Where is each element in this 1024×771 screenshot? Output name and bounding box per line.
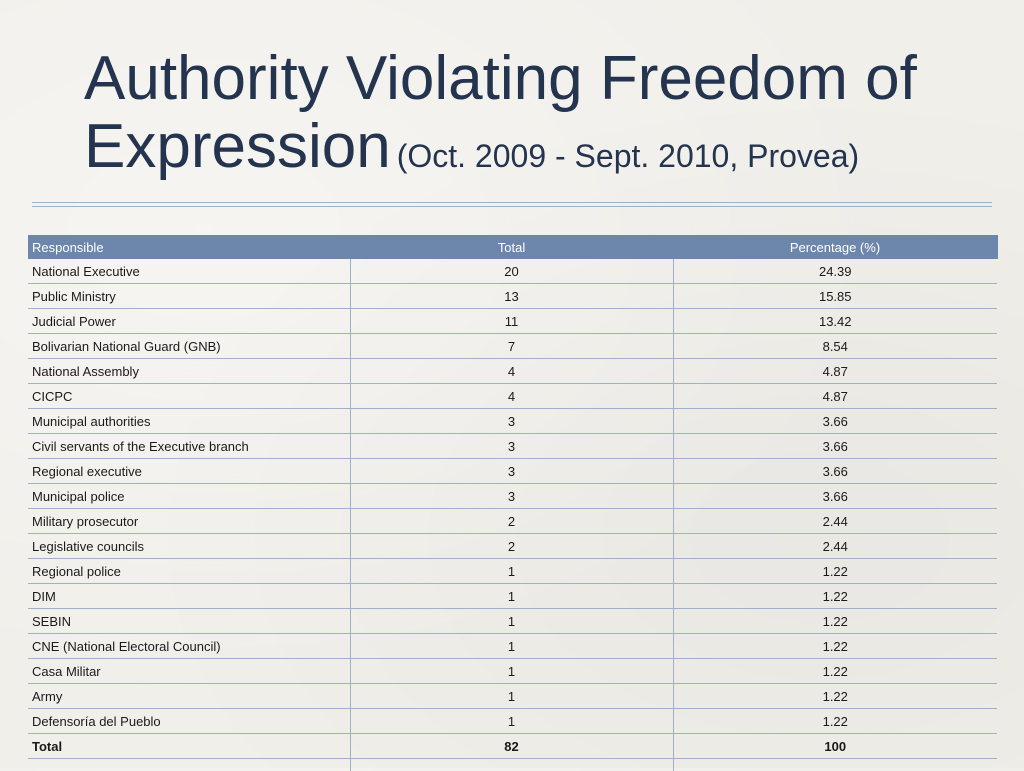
header-percentage: Percentage (%) bbox=[673, 235, 997, 259]
cell-percentage: 1.22 bbox=[673, 684, 997, 709]
cell-total: 1 bbox=[350, 634, 673, 659]
cell-total: 1 bbox=[350, 609, 673, 634]
title-divider-bottom bbox=[32, 206, 992, 207]
cell-total: 1 bbox=[350, 559, 673, 584]
cell-total: 11 bbox=[350, 309, 673, 334]
cell-total: 13 bbox=[350, 284, 673, 309]
title-subtitle: (Oct. 2009 - Sept. 2010, Provea) bbox=[397, 138, 859, 174]
cell-responsible: CICPC bbox=[28, 384, 350, 409]
cell-responsible: Military prosecutor bbox=[28, 509, 350, 534]
slide-title: Authority Violating Freedom of Expressio… bbox=[84, 44, 964, 189]
cell-percentage: 3.66 bbox=[673, 459, 997, 484]
header-total: Total bbox=[350, 235, 673, 259]
total-count: 82 bbox=[350, 734, 673, 759]
cell-total: 2 bbox=[350, 534, 673, 559]
cell-total: 4 bbox=[350, 359, 673, 384]
table-header: Responsible Total Percentage (%) bbox=[28, 235, 997, 259]
cell-total: 1 bbox=[350, 659, 673, 684]
title-line-2: Expression(Oct. 2009 - Sept. 2010, Prove… bbox=[84, 114, 964, 189]
cell-total: 2 bbox=[350, 509, 673, 534]
total-percentage: 100 bbox=[673, 734, 997, 759]
cell-responsible: SEBIN bbox=[28, 609, 350, 634]
cell-total: 4 bbox=[350, 384, 673, 409]
empty-cell bbox=[673, 759, 997, 771]
header-responsible: Responsible bbox=[28, 235, 350, 259]
cell-percentage: 15.85 bbox=[673, 284, 997, 309]
cell-responsible: Army bbox=[28, 684, 350, 709]
cell-total: 3 bbox=[350, 459, 673, 484]
cell-responsible: Municipal police bbox=[28, 484, 350, 509]
cell-percentage: 1.22 bbox=[673, 634, 997, 659]
cell-percentage: 4.87 bbox=[673, 384, 997, 409]
cell-responsible: Public Ministry bbox=[28, 284, 350, 309]
cell-percentage: 1.22 bbox=[673, 709, 997, 734]
cell-responsible: DIM bbox=[28, 584, 350, 609]
cell-percentage: 8.54 bbox=[673, 334, 997, 359]
empty-cell bbox=[350, 759, 673, 771]
cell-total: 3 bbox=[350, 434, 673, 459]
cell-percentage: 1.22 bbox=[673, 584, 997, 609]
cell-percentage: 2.44 bbox=[673, 509, 997, 534]
cell-percentage: 3.66 bbox=[673, 434, 997, 459]
total-label: Total bbox=[28, 734, 350, 759]
cell-responsible: National Executive bbox=[28, 259, 350, 284]
authority-table: Responsible Total Percentage (%) Nationa… bbox=[28, 235, 998, 771]
cell-percentage: 3.66 bbox=[673, 409, 997, 434]
cell-responsible: Civil servants of the Executive branch bbox=[28, 434, 350, 459]
cell-percentage: 1.22 bbox=[673, 659, 997, 684]
cell-total: 1 bbox=[350, 709, 673, 734]
cell-total: 20 bbox=[350, 259, 673, 284]
cell-percentage: 1.22 bbox=[673, 559, 997, 584]
title-divider-top bbox=[32, 202, 992, 203]
cell-total: 1 bbox=[350, 584, 673, 609]
cell-responsible: Bolivarian National Guard (GNB) bbox=[28, 334, 350, 359]
cell-responsible: Municipal authorities bbox=[28, 409, 350, 434]
cell-percentage: 24.39 bbox=[673, 259, 997, 284]
cell-total: 3 bbox=[350, 484, 673, 509]
cell-responsible: Legislative councils bbox=[28, 534, 350, 559]
empty-row bbox=[28, 759, 997, 771]
cell-total: 3 bbox=[350, 409, 673, 434]
cell-percentage: 2.44 bbox=[673, 534, 997, 559]
cell-responsible: Judicial Power bbox=[28, 309, 350, 334]
cell-percentage: 1.22 bbox=[673, 609, 997, 634]
cell-total: 1 bbox=[350, 684, 673, 709]
header-row: Responsible Total Percentage (%) bbox=[28, 235, 997, 259]
cell-responsible: Regional police bbox=[28, 559, 350, 584]
cell-percentage: 4.87 bbox=[673, 359, 997, 384]
cell-responsible: Regional executive bbox=[28, 459, 350, 484]
cell-responsible: National Assembly bbox=[28, 359, 350, 384]
cell-responsible: Casa Militar bbox=[28, 659, 350, 684]
cell-total: 7 bbox=[350, 334, 673, 359]
cell-percentage: 13.42 bbox=[673, 309, 997, 334]
title-main-word: Expression bbox=[84, 112, 391, 181]
cell-percentage: 3.66 bbox=[673, 484, 997, 509]
empty-cell bbox=[28, 759, 350, 771]
title-line-1: Authority Violating Freedom of bbox=[84, 44, 964, 114]
cell-responsible: Defensoría del Pueblo bbox=[28, 709, 350, 734]
cell-responsible: CNE (National Electoral Council) bbox=[28, 634, 350, 659]
